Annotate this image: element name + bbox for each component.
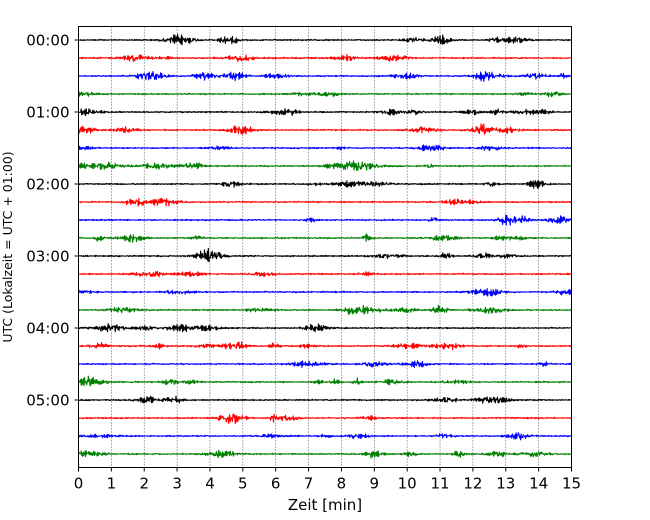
trace-0100	[78, 108, 572, 117]
x-tick-label: 15	[562, 475, 581, 493]
trace-0045	[77, 91, 572, 98]
x-tick-label: 12	[463, 475, 482, 493]
trace-0500	[78, 395, 572, 404]
y-tick-label: 05:00	[26, 392, 69, 410]
trace-0300	[78, 247, 572, 263]
trace-0230	[78, 214, 573, 226]
x-tick-label: 8	[337, 475, 347, 493]
trace-0330	[77, 288, 572, 297]
y-axis: 00:00 01:00 02:00 03:00 04:00 05:00	[26, 32, 79, 410]
trace-0530	[78, 432, 572, 441]
y-tick-label: 00:00	[26, 32, 69, 50]
trace-0015	[78, 54, 572, 63]
x-tick-label: 9	[370, 475, 380, 493]
trace-0315	[78, 270, 572, 278]
trace-0000	[78, 33, 572, 46]
x-tick-label: 14	[529, 475, 548, 493]
x-tick-label: 0	[74, 475, 84, 493]
x-tick-label: 2	[139, 475, 149, 493]
trace-0115	[77, 123, 572, 135]
x-tick-label: 5	[238, 475, 248, 493]
trace-0545	[77, 449, 572, 459]
x-tick-label: 4	[205, 475, 215, 493]
trace-0200	[78, 179, 572, 189]
y-tick-label: 01:00	[26, 104, 69, 122]
trace-0030	[78, 71, 572, 82]
x-tick-label: 13	[496, 475, 515, 493]
trace-0245	[78, 233, 572, 243]
y-tick-label: 04:00	[26, 320, 69, 338]
x-tick-label: 1	[107, 475, 117, 493]
y-tick-label: 03:00	[26, 248, 69, 266]
y-axis-title: UTC (Lokalzeit = UTC + 01:00)	[0, 151, 15, 342]
x-axis-title: Zeit [min]	[288, 496, 362, 514]
x-tick-label: 10	[398, 475, 417, 493]
trace-0345	[78, 304, 572, 316]
x-tick-label: 6	[271, 475, 281, 493]
x-tick-label: 3	[172, 475, 182, 493]
trace-0400	[78, 322, 572, 333]
x-axis: 0 1 2 3 4 5 6 7 8 9 10 11 12 13 14 15	[74, 467, 581, 493]
x-tick-label: 11	[430, 475, 449, 493]
x-tick-label: 7	[304, 475, 314, 493]
trace-0130	[77, 144, 572, 152]
trace-0145	[77, 160, 572, 172]
trace-0515	[78, 413, 572, 425]
trace-0430	[78, 360, 572, 369]
trace-0445	[77, 375, 572, 387]
plot-frame	[78, 26, 572, 468]
trace-0215	[78, 197, 572, 207]
seismic-traces	[77, 33, 573, 459]
y-tick-label: 02:00	[26, 176, 69, 194]
trace-0415	[78, 341, 572, 351]
